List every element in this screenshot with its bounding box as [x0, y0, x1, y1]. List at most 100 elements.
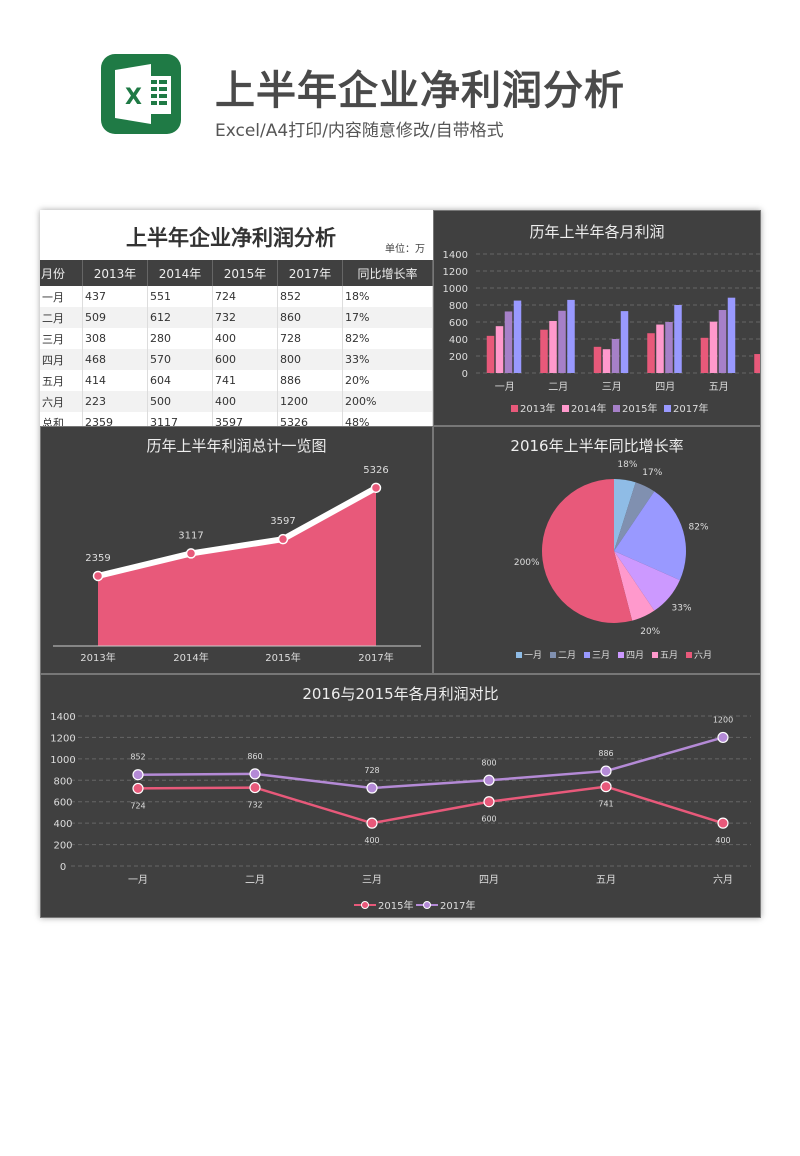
- legend-label: 2017年: [440, 899, 475, 912]
- data-label: 728: [364, 766, 379, 775]
- table-cell: 500: [147, 391, 213, 412]
- legend-swatch: [664, 405, 671, 412]
- excel-icon: X: [101, 54, 181, 134]
- legend-swatch: [516, 652, 522, 658]
- legend-swatch: [562, 405, 569, 412]
- data-point: [92, 570, 104, 582]
- chart-title: 历年上半年利润总计一览图: [146, 437, 327, 455]
- table-cell: 223: [82, 391, 148, 412]
- data-label: 886: [598, 749, 613, 758]
- column-header: 2013年: [82, 260, 148, 286]
- data-label: 3597: [270, 516, 295, 527]
- y-tick-label: 1400: [50, 712, 75, 723]
- legend-swatch: [652, 652, 658, 658]
- table-cell: 20%: [342, 370, 433, 391]
- data-point: [249, 781, 261, 794]
- table-cell: 570: [147, 349, 213, 370]
- data-point: [132, 769, 144, 781]
- chart-title: 2016与2015年各月利润对比: [302, 685, 499, 703]
- pie-slice: [614, 491, 686, 581]
- data-label: 741: [598, 800, 613, 809]
- bar: [558, 310, 566, 373]
- bar: [611, 339, 620, 373]
- bar: [674, 305, 682, 373]
- y-tick-label: 1000: [50, 755, 75, 766]
- data-label: 82%: [689, 523, 709, 533]
- data-label: 732: [247, 801, 262, 810]
- column-header: 2015年: [212, 260, 278, 286]
- area-chart: 2359 2013年 3117 2014年 3597 2015年 5326 2017年: [53, 465, 421, 664]
- x-tick-label: 二月: [245, 874, 265, 886]
- table-cell: 六月: [40, 391, 83, 412]
- legend-marker: [361, 901, 369, 909]
- table-cell: 33%: [342, 349, 433, 370]
- legend-label: 六月: [694, 649, 712, 661]
- table-cell: 一月: [40, 286, 83, 307]
- table-cell: 437: [82, 286, 148, 307]
- bar: [700, 337, 709, 373]
- x-tick-label: 四月: [655, 381, 675, 393]
- y-tick-label: 0: [462, 369, 468, 380]
- table-cell: 741: [212, 370, 278, 391]
- data-label: 1200: [713, 715, 733, 724]
- x-tick-label: 三月: [362, 874, 382, 886]
- bar: [495, 326, 504, 373]
- data-point: [483, 774, 495, 786]
- x-tick-label: 二月: [548, 381, 568, 393]
- column-header: 同比增长率: [342, 260, 433, 286]
- table-cell: 728: [277, 328, 343, 349]
- data-label: 2359: [85, 553, 110, 564]
- x-tick-label: 五月: [596, 874, 616, 886]
- legend-swatch: [618, 652, 624, 658]
- data-label: 724: [130, 801, 145, 810]
- table-cell: 732: [212, 307, 278, 328]
- bar: [718, 310, 727, 373]
- table-cell: 82%: [342, 328, 433, 349]
- chart-title: 历年上半年各月利润: [529, 223, 665, 241]
- table-row: 五月 414 604 741 886 20%: [40, 370, 433, 391]
- bar: [593, 346, 602, 373]
- legend-label: 2013年: [520, 402, 555, 415]
- y-tick-label: 1000: [443, 284, 468, 295]
- column-header: 2017年: [277, 260, 343, 286]
- table-cell: 468: [82, 349, 148, 370]
- table-cell: 三月: [40, 328, 83, 349]
- data-point: [185, 548, 197, 559]
- x-tick-label: 四月: [479, 874, 499, 886]
- y-tick-label: 800: [53, 776, 72, 787]
- x-tick-label: 2017年: [358, 651, 393, 664]
- legend-swatch: [550, 652, 556, 658]
- table-cell: 724: [212, 286, 278, 307]
- legend-label: 五月: [660, 650, 678, 661]
- data-label: 860: [247, 752, 262, 761]
- bar: [540, 329, 548, 373]
- x-tick-label: 一月: [495, 381, 515, 393]
- data-table-panel: 上半年企业净利润分析 单位：万 月份 2013年 2014年 2015年 2017年 同比…: [40, 210, 433, 433]
- table-cell: 860: [277, 307, 343, 328]
- y-tick-label: 800: [449, 301, 468, 312]
- bar: [665, 322, 673, 373]
- data-label: 852: [130, 753, 145, 762]
- legend-label: 四月: [626, 650, 644, 661]
- legend-label: 二月: [558, 650, 576, 661]
- area-chart-panel: 历年上半年利润总计一览图 2359 2013年 3117 2014年 3597 2015年…: [40, 426, 433, 674]
- table-row: 一月 437 551 724 852 18%: [40, 286, 433, 307]
- legend-marker: [423, 901, 431, 909]
- data-point: [483, 796, 495, 808]
- table-row: 六月 223 500 400 1200 200%: [40, 391, 433, 412]
- table-row: 三月 308 280 400 728 82%: [40, 328, 433, 349]
- data-label: 400: [715, 836, 730, 845]
- data-point: [600, 765, 612, 777]
- data-label: 400: [364, 836, 379, 845]
- table-row: 四月 468 570 600 800 33%: [40, 349, 433, 370]
- bar: [647, 333, 655, 373]
- table-cell: 509: [82, 307, 148, 328]
- legend-label: 一月: [524, 650, 542, 661]
- y-tick-label: 1200: [443, 267, 468, 278]
- unit-label: 单位：万: [385, 244, 425, 255]
- svg-text:X: X: [125, 85, 142, 110]
- page-title: 上半年企业净利润分析: [215, 68, 625, 114]
- table-cell: 1200: [277, 391, 343, 412]
- y-tick-label: 600: [53, 798, 72, 809]
- bar: [602, 349, 611, 373]
